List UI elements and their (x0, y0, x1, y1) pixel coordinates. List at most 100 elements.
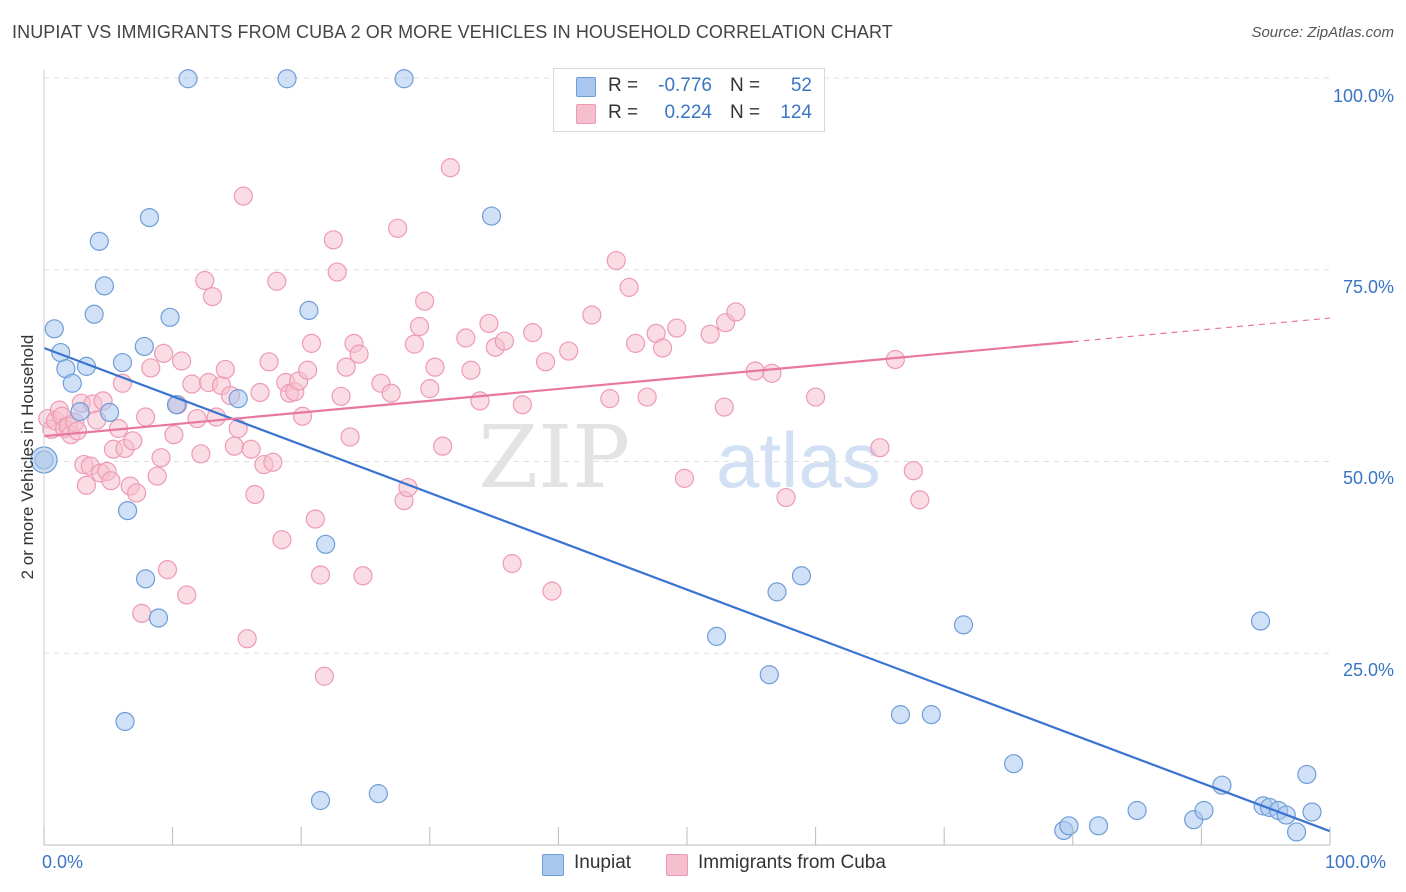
inupiat-point (139, 207, 160, 228)
inupiat-point (135, 569, 156, 589)
cuba-point (67, 421, 88, 441)
cuba-point (301, 333, 322, 353)
cuba-point (272, 530, 292, 550)
cuba-point (177, 585, 197, 605)
cuba-point (314, 666, 334, 686)
legend-n-label: N = (730, 75, 761, 96)
cuba-point (237, 629, 257, 649)
legend-r-value: 0.224 (664, 102, 712, 123)
y-tick-25: 25.0% (1342, 660, 1394, 680)
inupiat-point (299, 300, 319, 321)
legend-swatch-cuba (666, 854, 688, 876)
cuba-point (245, 484, 265, 505)
cuba-point (762, 363, 782, 383)
legend-swatch-inupiat (542, 854, 564, 876)
inupiat-point (94, 276, 115, 296)
cuba-point (479, 313, 499, 334)
cuba-point (776, 487, 796, 508)
inupiat-point (277, 69, 297, 89)
cuba-point (667, 318, 687, 338)
inupiat-point (1059, 816, 1079, 836)
inupiat-point (228, 389, 248, 409)
cuba-point (456, 328, 476, 348)
cuba-point (331, 386, 351, 406)
cuba-point (409, 316, 430, 337)
trend-lines (43, 317, 1331, 833)
inupiat-point (84, 304, 104, 324)
cuba-point (233, 186, 253, 206)
grid (44, 77, 1330, 654)
cuba-point (157, 560, 178, 580)
legend-n-value: 124 (780, 102, 812, 123)
y-tick-75: 75.0% (1342, 277, 1394, 297)
cuba-point (625, 333, 646, 353)
cuba-point (164, 425, 184, 445)
inupiat-point (368, 784, 388, 804)
cuba-point (241, 439, 261, 459)
inupiat-point (953, 615, 974, 635)
inupiat-point (1286, 822, 1307, 842)
cuba-point (637, 387, 657, 407)
cuba-point (298, 360, 318, 380)
cuba-point (340, 427, 360, 447)
inupiat-point (112, 352, 133, 373)
inupiat-point (1088, 816, 1109, 836)
cuba-point (172, 351, 192, 371)
cuba-point (652, 338, 673, 358)
cuba-point (263, 452, 283, 472)
chart-title: INUPIAT VS IMMIGRANTS FROM CUBA 2 OR MOR… (12, 22, 893, 42)
cuba-point (224, 436, 244, 456)
cuba-point (147, 466, 167, 486)
cuba-point (903, 461, 923, 481)
cuba-point (523, 323, 543, 343)
cuba-point (870, 438, 890, 458)
cuba-point (512, 395, 532, 415)
inupiat-point (1127, 800, 1147, 821)
cuba-point (191, 444, 211, 464)
cuba-point (619, 277, 639, 297)
inupiat-point (791, 566, 812, 586)
cuba-point (440, 158, 460, 178)
cuba-point (700, 324, 720, 344)
inupiat-point (759, 665, 779, 685)
cuba-point (388, 218, 408, 238)
correlation-legend: R = -0.776 N = 52 R = 0.224 N = 124 (553, 68, 825, 132)
legend-r-label: R = (608, 102, 639, 123)
cuba-point (910, 490, 930, 510)
cuba-point (153, 343, 174, 363)
cuba-point (420, 379, 440, 399)
legend-swatch-inupiat (576, 77, 596, 97)
inupiat-point (62, 373, 82, 393)
cuba-point (461, 360, 481, 380)
inupiat-point (178, 69, 198, 89)
cuba-point (327, 262, 347, 282)
cuba-point (292, 406, 313, 426)
cuba-point (310, 565, 331, 585)
y-tick-100: 100.0% (1332, 86, 1394, 106)
inupiat-point (921, 705, 941, 725)
cuba-point (101, 471, 121, 491)
cuba-point (250, 382, 270, 403)
cuba-point (494, 331, 514, 351)
series-inupiat-points (30, 69, 1322, 842)
inupiat-point (134, 336, 154, 357)
legend-n-value: 52 (790, 75, 812, 96)
cuba-point (215, 359, 235, 380)
inupiat-point (148, 608, 169, 628)
cuba-point (202, 286, 223, 307)
cuba-point (425, 357, 445, 377)
legend-label-inupiat: Inupiat (574, 852, 632, 873)
cuba-point (76, 475, 97, 495)
inupiat-trend-line (43, 346, 1331, 833)
inupiat-point (1004, 754, 1024, 774)
cuba-point (305, 509, 325, 529)
inupiat-point (310, 790, 331, 811)
axes (43, 70, 1331, 846)
watermark-atlas: atlas (716, 416, 881, 504)
cuba-point (433, 436, 453, 456)
inupiat-point (316, 534, 336, 554)
cuba-point (381, 383, 401, 403)
inupiat-point (890, 705, 911, 725)
cuba-point (336, 357, 356, 377)
